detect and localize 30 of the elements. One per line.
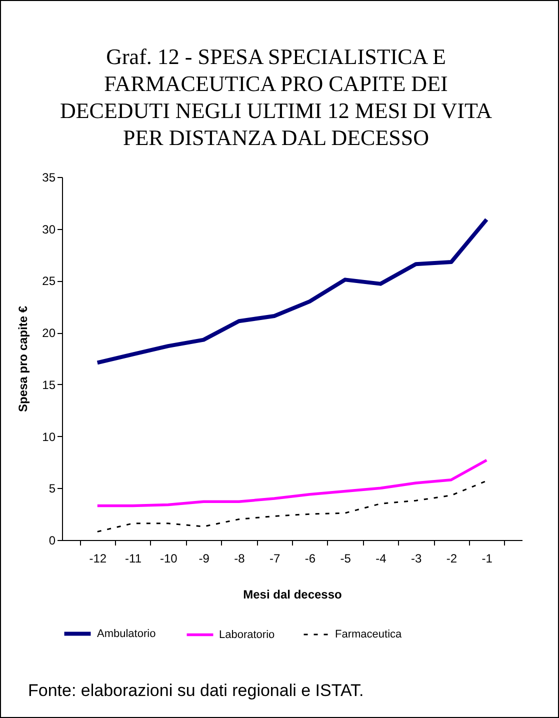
x-tick-label: -11 <box>125 552 142 566</box>
chart-title: Graf. 12 - SPESA SPECIALISTICA E FARMACEUTICA PRO CAPITE DEI DECEDUTI NEGLI ULTIMI 12 MESI DI VITA PER DISTANZA DAL DECESSO <box>58 43 494 151</box>
line-series <box>96 480 488 532</box>
y-tick-label: 35 <box>42 170 56 184</box>
legend-label: Farmaceutica <box>335 628 403 640</box>
x-tick-label: -7 <box>269 552 280 566</box>
y-tick-label: 15 <box>42 378 56 392</box>
y-tick-label: 5 <box>48 482 56 496</box>
line-series <box>96 458 488 508</box>
x-tick-label: -10 <box>160 552 178 566</box>
y-axis-title: Spesa pro capite € <box>16 306 30 412</box>
x-tick-label: -6 <box>304 552 316 566</box>
x-tick-label: -12 <box>89 552 107 566</box>
line-series <box>95 218 489 365</box>
x-tick-label: -8 <box>234 552 246 566</box>
y-tick-label: 0 <box>48 534 56 548</box>
legend-label: Laboratorio <box>219 628 275 641</box>
x-tick-label: -3 <box>411 552 422 566</box>
source-note: Fonte: elaborazioni su dati regionali e ISTAT. <box>28 681 364 701</box>
x-tick-label: -1 <box>482 552 493 566</box>
x-tick-label: -2 <box>446 552 458 566</box>
x-tick-label: -4 <box>376 552 387 566</box>
y-tick-label: 20 <box>42 326 56 340</box>
x-axis-title: Mesi dal decesso <box>243 588 342 602</box>
x-tick-label: -5 <box>340 552 352 566</box>
y-tick-label: 10 <box>42 430 56 444</box>
y-tick-label: 30 <box>42 222 56 236</box>
y-tick-label: 25 <box>42 274 56 288</box>
legend-label: Ambulatorio <box>97 628 156 640</box>
x-tick-label: -9 <box>198 552 210 566</box>
